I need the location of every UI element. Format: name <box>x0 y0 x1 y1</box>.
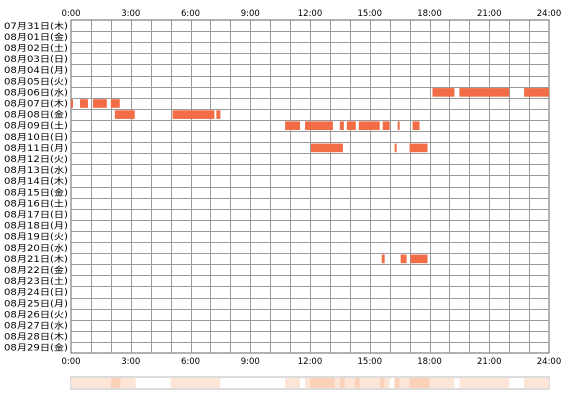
activity-bar <box>172 110 215 119</box>
activity-bar <box>397 121 400 130</box>
x-tick-label-top: 3:00 <box>121 9 140 19</box>
activity-bar <box>394 143 397 153</box>
x-tick-label-bottom: 0:00 <box>61 357 80 367</box>
summary-segment <box>170 378 221 388</box>
x-tick-label-top: 12:00 <box>298 9 323 19</box>
x-axis-top: 0:00 3:00 6:00 9:00 12:00 15:00 18:00 21:00 24:0… <box>61 9 561 19</box>
row-date-label: 08月22日(金) <box>4 265 68 276</box>
activity-bar <box>79 99 88 108</box>
row-date-label: 08月08日(金) <box>4 110 68 121</box>
activity-bar <box>524 88 549 97</box>
activity-bar <box>381 254 385 264</box>
x-tick-label-top: 6:00 <box>181 9 200 19</box>
summary-segment <box>384 378 390 388</box>
summary-segment <box>429 378 455 388</box>
x-tick-label-top: 15:00 <box>358 9 383 19</box>
activity-bar <box>412 121 420 130</box>
activity-bar <box>310 143 343 153</box>
row-date-label: 08月04日(月) <box>4 66 68 76</box>
row-date-label: 08月05日(火) <box>4 77 68 87</box>
summary-segment <box>110 378 121 388</box>
x-tick-label-bottom: 12:00 <box>298 357 323 367</box>
summary-segment <box>394 378 400 388</box>
row-date-label: 08月02日(土) <box>4 43 68 54</box>
x-tick-label-top: 0:00 <box>61 9 80 19</box>
row-labels: 07月31日(木)08月01日(金)08月02日(土)08月03日(日)08月0… <box>4 21 68 354</box>
row-date-label: 08月18日(月) <box>4 222 68 232</box>
activity-bar <box>285 121 301 130</box>
row-date-label: 08月17日(日) <box>4 210 68 220</box>
activity-bar <box>305 121 333 130</box>
row-date-label: 08月09日(土) <box>4 121 68 132</box>
row-date-label: 08月13日(水) <box>4 165 68 176</box>
x-tick-label-top: 24:00 <box>537 9 562 19</box>
x-tick-label-top: 18:00 <box>417 9 442 19</box>
summary-segment <box>409 378 430 388</box>
row-date-label: 08月16日(土) <box>4 198 68 209</box>
row-date-label: 07月31日(木) <box>4 21 68 32</box>
summary-segment <box>379 378 385 388</box>
row-date-label: 08月01日(金) <box>4 32 68 43</box>
row-date-label: 08月27日(水) <box>4 320 68 331</box>
summary-segment <box>354 378 360 388</box>
row-date-label: 08月21日(木) <box>4 254 68 265</box>
row-date-label: 08月28日(木) <box>4 332 68 343</box>
summary-segment <box>344 378 355 388</box>
activity-bar <box>400 254 407 264</box>
activity-bar <box>459 88 510 97</box>
row-date-label: 08月14日(木) <box>4 176 68 187</box>
row-date-label: 08月24日(日) <box>4 288 68 298</box>
row-date-label: 08月20日(水) <box>4 243 68 254</box>
summary-segment <box>359 378 380 388</box>
activity-bar <box>410 254 428 264</box>
row-date-label: 08月12日(火) <box>4 155 68 165</box>
row-date-label: 08月07日(木) <box>4 98 68 109</box>
x-axis-bottom: 0:00 3:00 6:00 9:00 12:00 15:00 18:00 21:00 24:0… <box>61 357 561 367</box>
x-tick-label-bottom: 18:00 <box>417 357 442 367</box>
activity-bar <box>216 110 221 119</box>
x-tick-label-bottom: 15:00 <box>358 357 383 367</box>
activity-bar <box>409 143 428 153</box>
row-date-label: 08月03日(日) <box>4 55 68 65</box>
activity-bar <box>92 99 107 108</box>
row-date-label: 08月10日(日) <box>4 133 68 143</box>
x-tick-label-bottom: 3:00 <box>121 357 140 367</box>
x-tick-label-top: 9:00 <box>241 9 260 19</box>
activity-bar <box>382 121 390 130</box>
activity-bar <box>346 121 356 130</box>
activity-bar <box>358 121 380 130</box>
summary-segment <box>310 378 335 388</box>
summary-segment <box>399 378 410 388</box>
activity-bar <box>110 99 120 108</box>
row-date-label: 08月29日(金) <box>4 343 68 354</box>
grid <box>70 19 550 354</box>
summary-segment <box>459 378 510 388</box>
activity-bar <box>432 88 455 97</box>
row-date-label: 08月15日(金) <box>4 187 68 198</box>
row-date-label: 08月11日(月) <box>4 144 68 154</box>
activity-bar <box>114 110 135 119</box>
x-tick-label-bottom: 24:00 <box>537 357 562 367</box>
activity-bar <box>339 121 344 130</box>
activity-bar <box>71 99 73 108</box>
row-date-label: 08月06日(水) <box>4 87 68 98</box>
row-date-label: 08月23日(土) <box>4 276 68 287</box>
row-date-label: 08月19日(火) <box>4 233 68 243</box>
summary-segment <box>120 378 136 388</box>
x-tick-label-bottom: 9:00 <box>241 357 260 367</box>
summary-segment <box>285 378 301 388</box>
row-date-label: 08月26日(火) <box>4 310 68 320</box>
summary-segment <box>334 378 340 388</box>
summary-segment <box>339 378 345 388</box>
x-tick-label-bottom: 21:00 <box>477 357 502 367</box>
summary-segment <box>305 378 310 388</box>
summary-segment <box>524 378 549 388</box>
summary-strip <box>70 376 550 390</box>
x-tick-label-bottom: 6:00 <box>181 357 200 367</box>
summary-segment <box>71 378 111 388</box>
activity-bars <box>71 88 549 264</box>
x-tick-label-top: 21:00 <box>477 9 502 19</box>
row-date-label: 08月25日(月) <box>4 299 68 309</box>
